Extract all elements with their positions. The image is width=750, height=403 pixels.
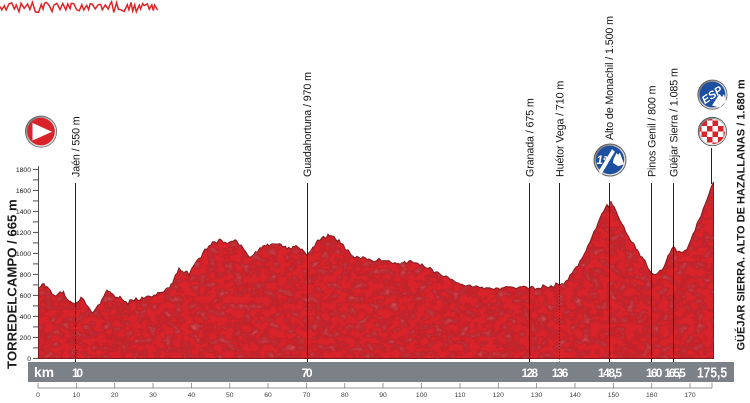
svg-text:170: 170 — [684, 392, 696, 399]
svg-text:130: 130 — [531, 392, 543, 399]
svg-text:Guadahortuna / 970 m: Guadahortuna / 970 m — [302, 72, 314, 177]
svg-text:40: 40 — [188, 392, 196, 399]
svg-text:150: 150 — [608, 392, 620, 399]
svg-text:136: 136 — [552, 366, 569, 380]
svg-text:Pinos Genil / 800 m: Pinos Genil / 800 m — [647, 85, 659, 177]
svg-text:1600: 1600 — [16, 188, 31, 195]
svg-text:Huétor Vega / 710 m: Huétor Vega / 710 m — [555, 81, 567, 177]
svg-text:90: 90 — [379, 392, 387, 399]
svg-text:128: 128 — [522, 366, 539, 380]
svg-text:120: 120 — [493, 392, 505, 399]
svg-text:1ª: 1ª — [597, 155, 608, 167]
svg-text:165,5: 165,5 — [664, 366, 686, 380]
svg-text:km: km — [34, 365, 54, 380]
svg-text:10: 10 — [73, 392, 81, 399]
svg-text:1200: 1200 — [16, 230, 31, 237]
svg-text:80: 80 — [341, 392, 349, 399]
svg-text:200: 200 — [20, 335, 32, 342]
svg-text:160: 160 — [646, 392, 658, 399]
svg-text:10: 10 — [72, 366, 83, 380]
svg-text:20: 20 — [111, 392, 119, 399]
svg-text:140: 140 — [569, 392, 581, 399]
svg-text:Alto de Monachil / 1.500 m: Alto de Monachil / 1.500 m — [604, 16, 616, 140]
svg-text:GÜÉJAR SIERRA. ALTO DE HAZALLA: GÜÉJAR SIERRA. ALTO DE HAZALLANAS / 1.68… — [735, 79, 748, 350]
svg-text:110: 110 — [455, 392, 466, 399]
svg-text:800: 800 — [20, 272, 32, 279]
svg-text:400: 400 — [20, 314, 32, 321]
svg-text:1000: 1000 — [16, 251, 31, 258]
svg-text:70: 70 — [303, 392, 311, 399]
svg-text:Güéjar Sierra / 1.085 m: Güéjar Sierra / 1.085 m — [669, 68, 681, 177]
svg-text:70: 70 — [302, 366, 313, 380]
svg-text:100: 100 — [416, 392, 428, 399]
svg-text:1800: 1800 — [16, 167, 31, 174]
svg-text:30: 30 — [149, 392, 157, 399]
svg-text:175,5: 175,5 — [697, 366, 727, 382]
svg-text:Jaén / 550 m: Jaén / 550 m — [71, 116, 83, 177]
svg-text:600: 600 — [20, 293, 32, 300]
svg-text:60: 60 — [264, 392, 272, 399]
svg-text:0: 0 — [27, 356, 31, 363]
svg-text:1400: 1400 — [16, 209, 31, 216]
svg-text:50: 50 — [226, 392, 234, 399]
svg-text:Granada / 675 m: Granada / 675 m — [525, 98, 537, 177]
svg-text:160: 160 — [646, 366, 663, 380]
svg-text:0: 0 — [36, 392, 40, 399]
svg-text:148,5: 148,5 — [598, 366, 622, 380]
svg-text:TORREDELCAMPO / 665 m: TORREDELCAMPO / 665 m — [5, 199, 20, 369]
